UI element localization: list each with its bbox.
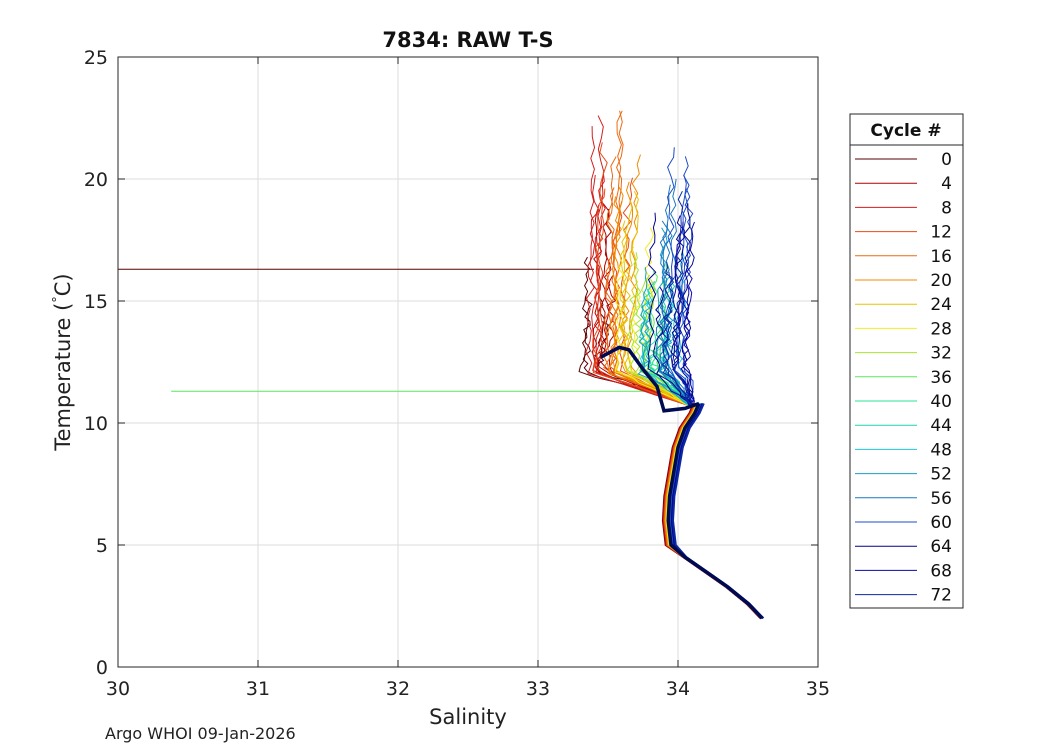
y-tick-label: 20: [84, 169, 108, 191]
legend-label-52: 52: [930, 465, 952, 485]
legend-label-8: 8: [941, 198, 952, 218]
spike-lines: [118, 268, 692, 392]
profile-cycle-20: [607, 196, 693, 407]
x-axis-label: Salinity: [429, 705, 507, 729]
profile-cycle-20: [610, 186, 690, 407]
legend-box: [849, 113, 964, 609]
profile-cycle-8: [585, 126, 691, 407]
profile-cycle-40: [646, 319, 691, 407]
profile-cycle-68: [680, 284, 695, 407]
legend-label-68: 68: [930, 561, 952, 581]
x-tick-label: 30: [106, 678, 130, 700]
profile-cycle-64: [647, 212, 695, 407]
legend-label-64: 64: [930, 537, 952, 557]
legend-label-4: 4: [941, 174, 952, 194]
x-axis-ticks: 30 31 32 33 34 35: [106, 57, 830, 700]
profile-cycle-68: [683, 221, 695, 407]
plot-area: [118, 57, 818, 667]
profile-cycle-16: [603, 156, 691, 407]
y-axis-ticks: 0 5 10 15 20 25: [84, 47, 818, 679]
highlight-deep-line: [666, 402, 764, 620]
y-tick-label: 0: [96, 657, 108, 679]
legend-title: Cycle #: [870, 121, 941, 141]
x-tick-label: 32: [386, 678, 410, 700]
profile-cycle-36: [647, 270, 691, 407]
legend-label-40: 40: [930, 392, 952, 412]
grid-lines: [118, 57, 818, 667]
profile-cycle-32: [632, 287, 689, 407]
legend: Cycle # 04812162024283236404448525660646…: [849, 113, 964, 609]
highlight-profile: [600, 345, 764, 620]
x-tick-label: 33: [526, 678, 550, 700]
legend-label-16: 16: [930, 247, 952, 267]
shallow-profiles: [578, 110, 696, 407]
profile-cycle-24: [619, 200, 694, 407]
y-tick-label: 25: [84, 47, 108, 69]
profile-cycle-52: [637, 267, 692, 407]
profile-cycle-60: [663, 147, 692, 407]
profile-cycle-16: [610, 110, 696, 407]
profile-cycle-56: [655, 220, 694, 407]
profile-cycle-64: [681, 203, 695, 407]
y-axis-label: Temperature (°C): [51, 273, 75, 451]
legend-label-28: 28: [930, 319, 952, 339]
legend-label-0: 0: [941, 150, 952, 170]
legend-label-48: 48: [930, 440, 952, 460]
chart-title: 7834: RAW T-S: [382, 28, 553, 52]
plot-frame: [117, 56, 819, 668]
profile-cycle-52: [655, 227, 695, 407]
highlight-shallow-line: [600, 345, 700, 413]
legend-label-20: 20: [930, 271, 952, 291]
y-axis-label-deg: °: [51, 296, 66, 303]
profile-cycle-12: [619, 177, 694, 407]
legend-label-12: 12: [930, 223, 952, 243]
legend-label-72: 72: [930, 586, 952, 606]
y-axis-label-post: C): [51, 273, 75, 296]
legend-label-56: 56: [930, 489, 952, 509]
legend-label-24: 24: [930, 295, 952, 315]
profile-cycle-32: [638, 274, 693, 407]
y-tick-label: 5: [96, 535, 108, 557]
profile-cycle-24: [621, 246, 693, 407]
profile-cycle-60: [677, 156, 692, 406]
legend-label-44: 44: [930, 416, 952, 436]
profile-cycle-32: [626, 252, 696, 407]
profile-cycle-48: [638, 293, 693, 407]
x-tick-label: 35: [806, 678, 830, 700]
profile-cycle-64: [653, 286, 691, 407]
y-tick-label: 15: [84, 291, 108, 313]
profile-cycle-12: [592, 188, 690, 407]
x-tick-label: 31: [246, 678, 270, 700]
legend-label-60: 60: [930, 513, 952, 533]
legend-label-32: 32: [930, 344, 952, 364]
profile-cycle-24: [626, 190, 690, 407]
y-tick-label: 10: [84, 413, 108, 435]
profile-cycle-16: [602, 187, 691, 407]
profile-cycle-20: [620, 181, 691, 407]
profile-cycle-72: [662, 262, 695, 407]
y-axis-label-pre: Temperature (: [51, 303, 75, 452]
legend-label-36: 36: [930, 368, 952, 388]
x-tick-label: 34: [666, 678, 690, 700]
footer-credit: Argo WHOI 09-Jan-2026: [105, 724, 296, 743]
profile-cycle-72: [672, 257, 694, 407]
profile-cycle-28: [614, 257, 690, 407]
profile-cycle-12: [594, 142, 690, 407]
